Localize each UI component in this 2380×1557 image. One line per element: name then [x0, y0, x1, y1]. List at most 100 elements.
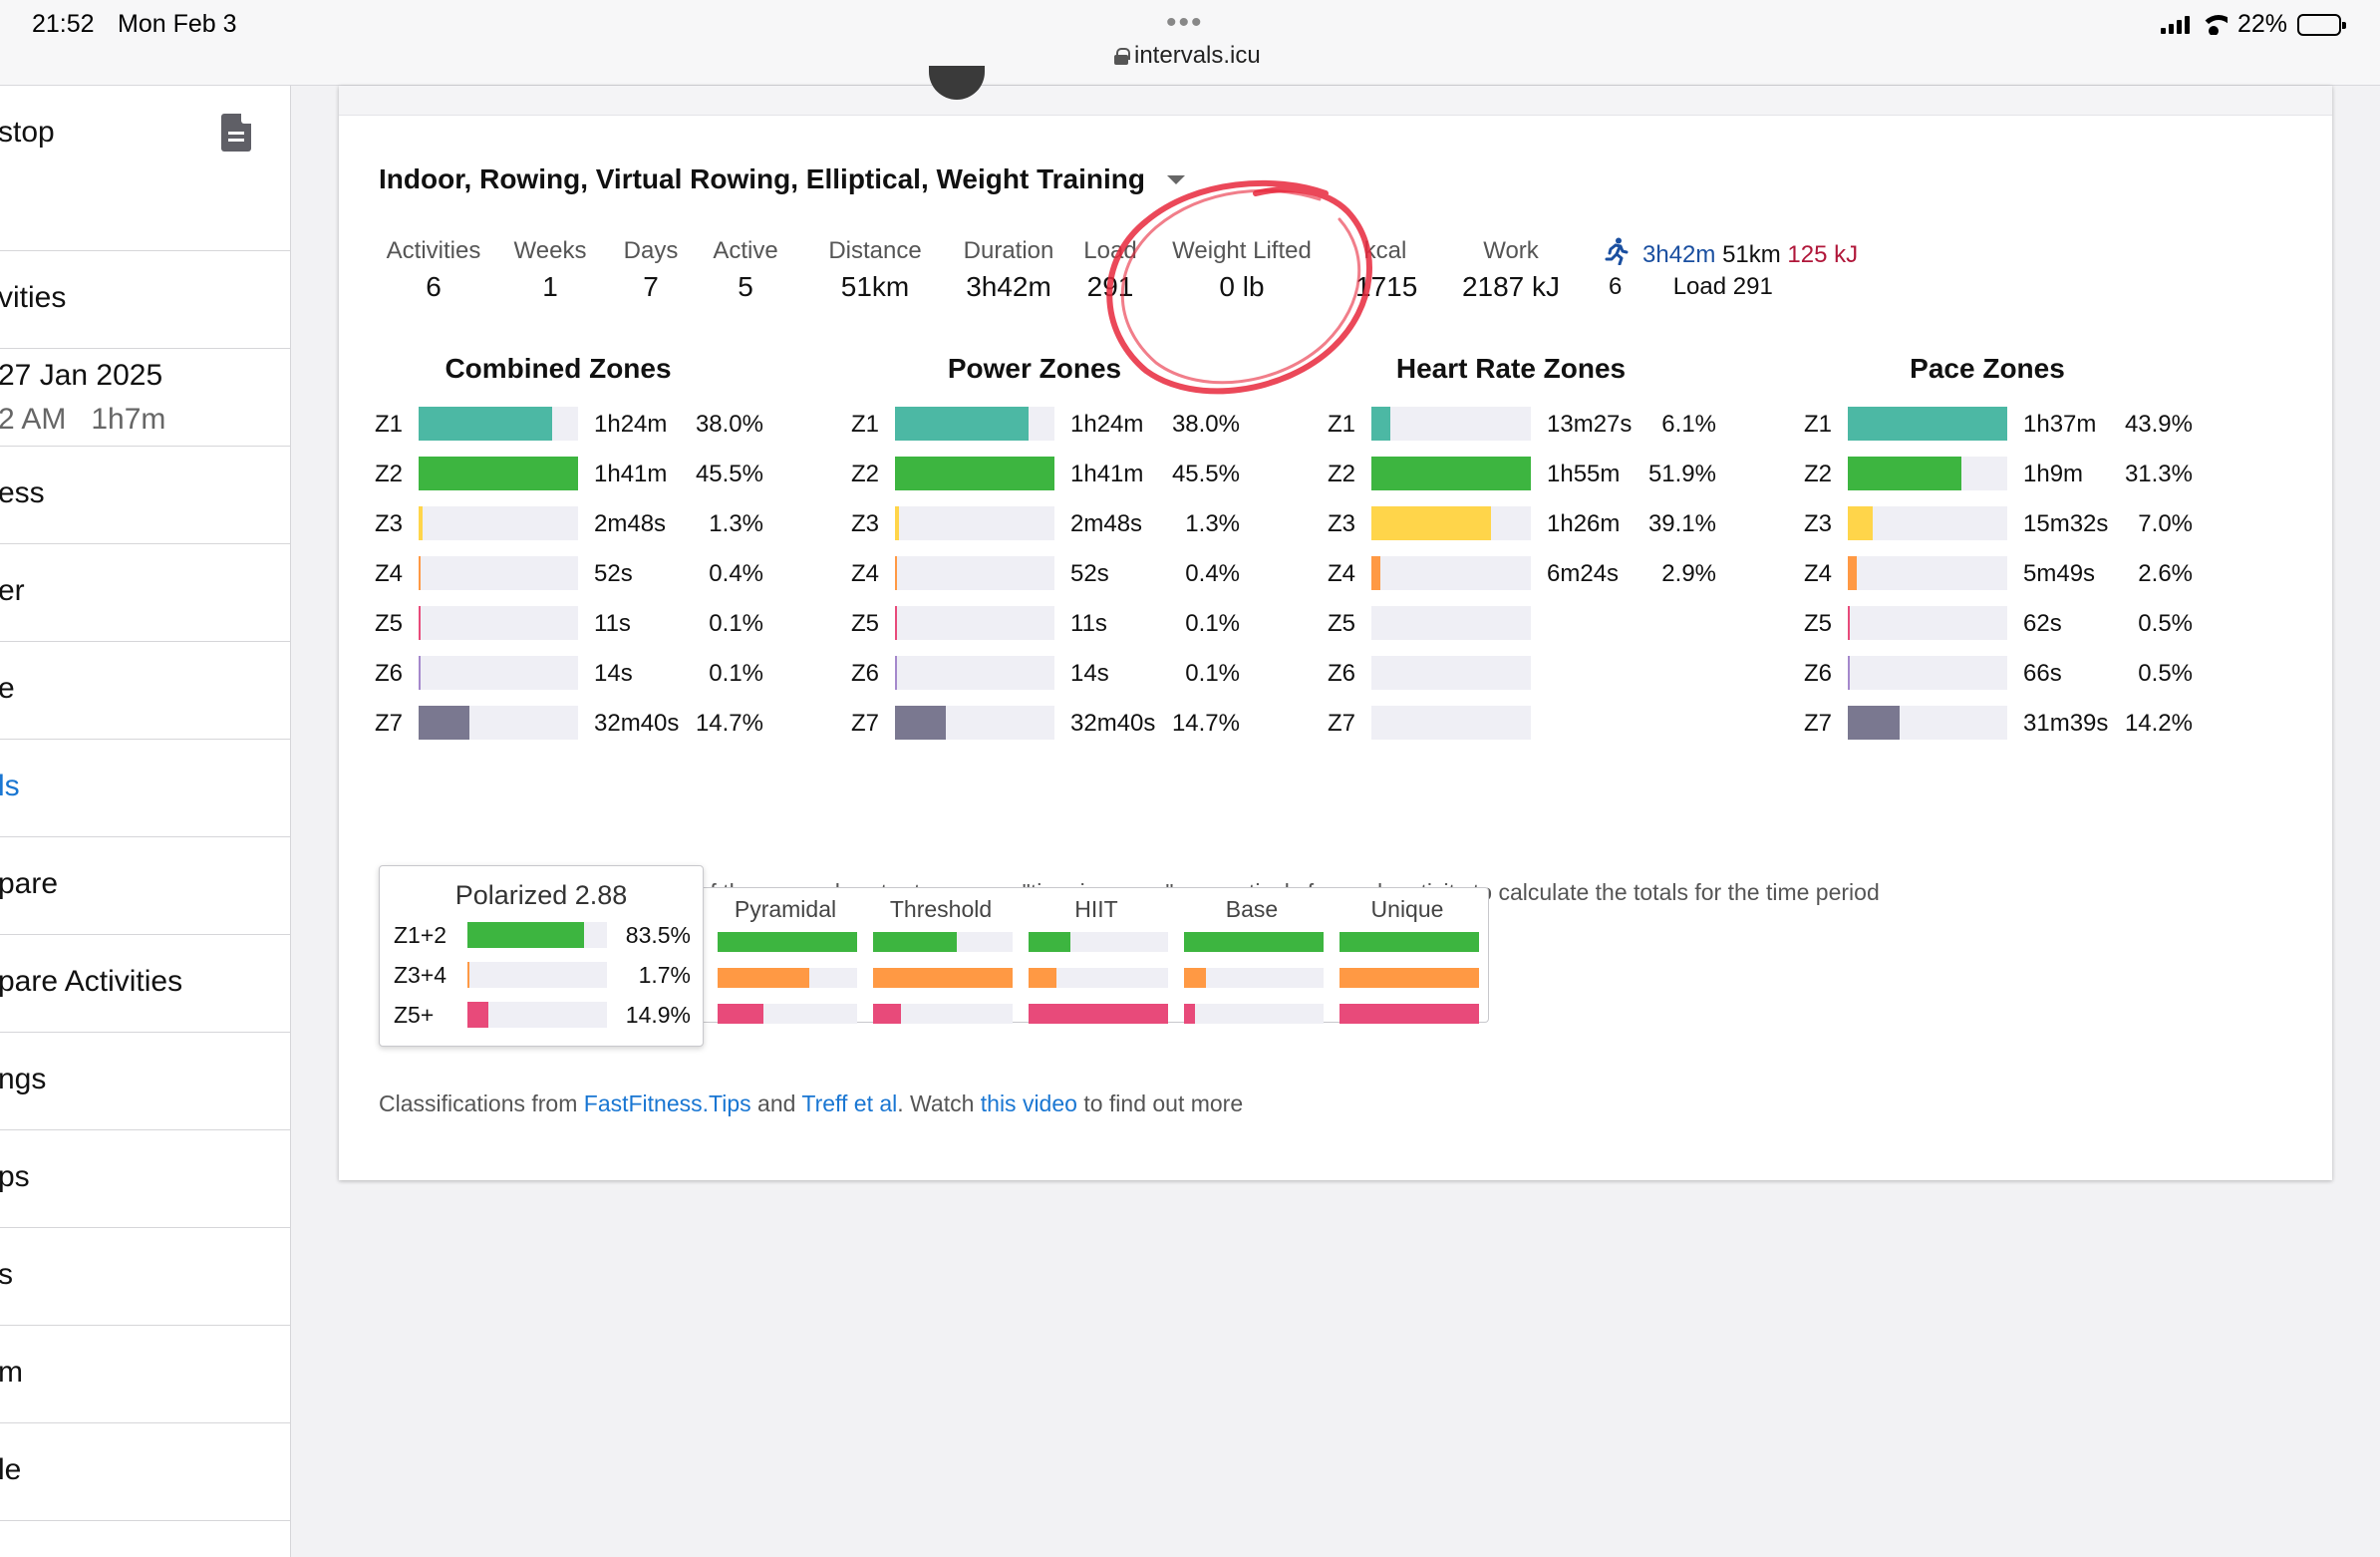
stat-label: Weeks [513, 237, 587, 264]
zone-bar [1848, 706, 2007, 740]
polarized-row: Z5+ 14.9% [394, 1002, 693, 1028]
zone-row: Z3 1h26m 39.1% [1328, 506, 1726, 540]
zone-label: Z1 [1804, 411, 1833, 438]
stat-value: 1715 [1355, 271, 1418, 302]
polarized-bar-fill [467, 962, 470, 988]
sport-count: 6 [1609, 273, 1623, 300]
video-link[interactable]: this video [980, 1090, 1077, 1116]
zone-time: 62s [2023, 610, 2062, 637]
sidebar-item-settings[interactable]: ngs [0, 1033, 290, 1130]
classification-bar [1184, 1004, 1324, 1024]
stat-label: Load [1083, 237, 1137, 264]
sport-load: Load 291 [1672, 273, 1773, 300]
sidebar-item-label: vities [0, 281, 67, 314]
training-classifications: Pyramidal Threshold HIIT Base Unique [704, 887, 1489, 1024]
zone-percent: 0.1% [1185, 610, 1240, 637]
stat-weight-lifted: Weight Lifted 0 lb [1172, 237, 1312, 303]
classification-title: Pyramidal [734, 896, 837, 922]
zone-label: Z4 [1328, 560, 1356, 587]
zone-label: Z6 [1804, 660, 1833, 687]
polarized-value: 1.7% [638, 962, 691, 988]
sidebar-item-m[interactable]: m [0, 1326, 290, 1423]
zone-row: Z2 1h41m 45.5% [851, 457, 1250, 490]
zone-bar-fill [895, 606, 897, 640]
sidebar-item-desktop[interactable]: stop [0, 86, 290, 251]
zone-percent: 1.3% [1185, 510, 1240, 537]
stat-kcal: kcal 1715 [1355, 237, 1418, 303]
stat-activities: Activities 6 [379, 237, 488, 303]
classification-bar [1184, 932, 1324, 952]
zone-percent: 38.0% [1171, 411, 1240, 438]
sidebar-item-totals[interactable]: ls [0, 740, 290, 837]
zone-row: Z4 52s 0.4% [851, 556, 1250, 590]
footer-text: . Watch [897, 1090, 981, 1116]
zone-bar [419, 407, 578, 441]
zone-label: Z3 [851, 510, 880, 537]
sidebar-item-label: er [0, 574, 25, 607]
treff-link[interactable]: Treff et al [801, 1090, 898, 1116]
stat-label: Duration [963, 237, 1054, 264]
polarized-row: Z3+4 1.7% [394, 962, 693, 988]
zone-bar-fill [1848, 706, 1900, 740]
status-date: Mon Feb 3 [118, 10, 237, 38]
zone-label: Z6 [375, 660, 404, 687]
zone-bar [895, 556, 1054, 590]
sidebar-item-recent-activity[interactable]: 27 Jan 2025 2 AM 1h7m [0, 349, 290, 447]
zone-row: Z6 66s 0.5% [1804, 656, 2203, 690]
zone-percent: 14.2% [2124, 710, 2193, 737]
zone-percent: 2.9% [1661, 560, 1716, 587]
stat-value: 1 [542, 271, 558, 302]
zone-percent: 43.9% [2124, 411, 2193, 438]
classification-bar [873, 968, 1013, 988]
sidebar-item-pace[interactable]: e [0, 642, 290, 740]
activity-type-filter[interactable]: Indoor, Rowing, Virtual Rowing, Elliptic… [379, 163, 1185, 195]
sidebar-item-activities[interactable]: vities [0, 251, 290, 349]
battery-percent: 22% [2237, 10, 2288, 38]
classification-bar [873, 932, 1013, 952]
classification-bar-fill [1029, 968, 1056, 988]
classification-bar-fill [1184, 1004, 1196, 1024]
zone-bar-fill [1848, 457, 1962, 490]
sport-summary-top: 3h42m 51km 125 kJ [1642, 241, 1858, 269]
url-bar[interactable]: intervals.icu [1114, 42, 1261, 70]
zone-label: Z1 [1328, 411, 1356, 438]
browser-menu-dots[interactable]: ••• [1166, 6, 1204, 39]
stat-value: 0 lb [1219, 271, 1265, 302]
zone-bar-fill [419, 606, 421, 640]
stat-duration: Duration 3h42m [949, 237, 1068, 303]
classification-bar [1029, 968, 1168, 988]
sidebar-item-power[interactable]: er [0, 544, 290, 642]
sidebar-item-fitness[interactable]: ess [0, 447, 290, 544]
zone-bar [1371, 407, 1531, 441]
zone-percent: 6.1% [1661, 411, 1716, 438]
zone-bar [1848, 556, 2007, 590]
zone-time: 1h24m [594, 411, 668, 438]
zone-row: Z3 2m48s 1.3% [375, 506, 773, 540]
classification-bar-fill [873, 932, 957, 952]
document-icon[interactable] [221, 114, 251, 152]
zone-row: Z4 6m24s 2.9% [1328, 556, 1726, 590]
zone-time: 1h41m [1070, 461, 1144, 487]
sport-distance: 51km [1722, 241, 1781, 268]
stat-label: Activities [386, 237, 481, 264]
zone-row: Z4 5m49s 2.6% [1804, 556, 2203, 590]
polarized-panel[interactable]: Polarized 2.88 Z1+2 83.5% Z3+4 1.7% Z5+ 14.9% [379, 865, 704, 1047]
zone-row: Z6 14s 0.1% [375, 656, 773, 690]
sidebar-item-le[interactable]: le [0, 1423, 290, 1521]
stat-label: kcal [1363, 237, 1407, 264]
sidebar-item-compare-activities[interactable]: pare Activities [0, 935, 290, 1033]
zone-label: Z5 [851, 610, 880, 637]
zone-bar-fill [1848, 556, 1858, 590]
polarized-bar-fill [467, 922, 584, 948]
sidebar-item-groups[interactable]: ps [0, 1130, 290, 1228]
fastfitness-link[interactable]: FastFitness.Tips [583, 1090, 751, 1116]
classification-bar [718, 1004, 857, 1024]
stat-label: Active [713, 237, 778, 264]
stat-value: 6 [426, 271, 442, 302]
zone-bar [419, 606, 578, 640]
classification-bar [1339, 968, 1479, 988]
zone-percent: 0.1% [709, 660, 763, 687]
sidebar-item-compare[interactable]: pare [0, 837, 290, 935]
sidebar-item-s[interactable]: s [0, 1228, 290, 1326]
sidebar-item-label: pare [0, 867, 59, 900]
